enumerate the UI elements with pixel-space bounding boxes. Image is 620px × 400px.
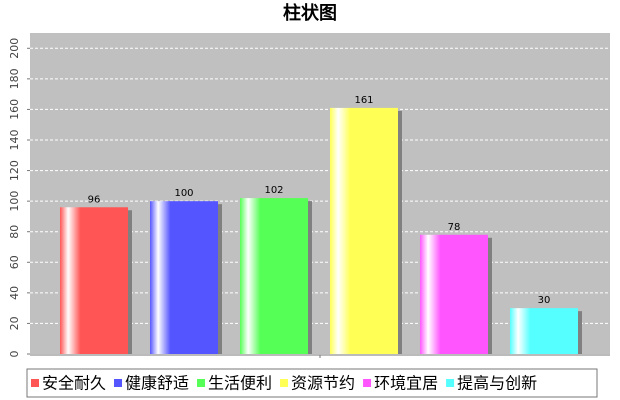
legend-swatch <box>114 379 123 387</box>
y-tick-label: 140 <box>8 130 21 151</box>
legend-label: 安全耐久 <box>42 374 106 393</box>
bar <box>60 207 128 354</box>
value-label: 96 <box>88 194 101 205</box>
y-tick-label: 40 <box>8 286 21 300</box>
legend-label: 健康舒适 <box>125 374 189 393</box>
y-tick-label: 200 <box>8 38 21 59</box>
value-label: 161 <box>354 95 373 106</box>
y-tick-label: 0 <box>8 351 21 358</box>
legend-swatch <box>446 379 455 387</box>
chart-title: 柱状图 <box>283 2 337 24</box>
legend-swatch <box>31 379 39 387</box>
y-tick-label: 120 <box>8 160 21 181</box>
value-label: 102 <box>264 185 283 196</box>
y-tick-label: 100 <box>8 191 21 212</box>
legend-label: 环境宜居 <box>374 374 438 393</box>
legend-swatch <box>280 379 289 387</box>
bar <box>420 234 488 354</box>
legend-label: 资源节约 <box>291 374 355 393</box>
bar <box>240 198 308 354</box>
value-label: 100 <box>174 188 193 199</box>
legend-label: 提高与创新 <box>457 374 537 393</box>
y-tick-label: 180 <box>8 68 21 89</box>
value-label: 78 <box>448 222 461 233</box>
y-tick-label: 160 <box>8 99 21 120</box>
bar <box>330 107 398 355</box>
legend-swatch <box>363 379 372 387</box>
y-tick-label: 60 <box>8 255 21 269</box>
legend-label: 生活便利 <box>208 374 272 393</box>
bar <box>510 308 578 354</box>
y-tick-label: 80 <box>8 225 21 239</box>
value-label: 30 <box>538 295 551 306</box>
bar <box>150 201 218 354</box>
legend-swatch <box>197 379 206 387</box>
y-tick-label: 20 <box>8 316 21 330</box>
